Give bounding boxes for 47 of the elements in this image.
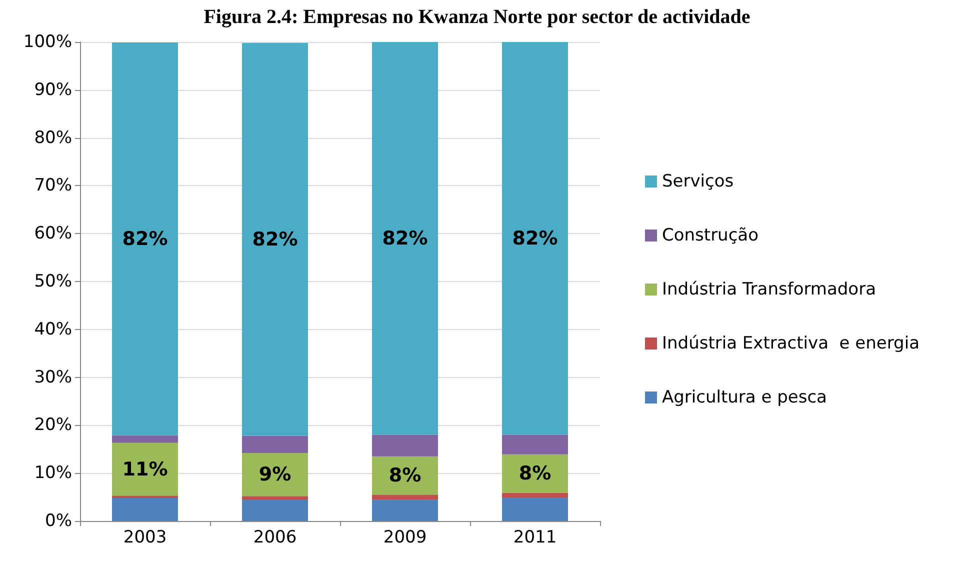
x-tick-label: 2006 (253, 528, 297, 548)
bar (112, 442, 178, 496)
bar (372, 434, 438, 456)
y-tick-label: 20% (34, 415, 72, 436)
x-tick-label: 2009 (383, 528, 427, 548)
bar (502, 42, 568, 435)
bar (112, 496, 178, 498)
legend-label: Agricultura e pesca (662, 388, 827, 408)
bar (112, 498, 178, 521)
bar (242, 496, 308, 500)
x-tick-label: 2003 (123, 528, 167, 548)
legend-label: Construção (662, 226, 758, 246)
bar (242, 499, 308, 521)
legend-label: Indústria Transformadora (662, 280, 876, 300)
bar (242, 436, 308, 453)
y-tick-label: 10% (34, 463, 72, 484)
y-tick-label: 80% (34, 128, 72, 148)
data-label: 11% (122, 458, 168, 480)
legend-label: Serviços (662, 172, 734, 192)
y-tick-label: 50% (34, 272, 72, 292)
bar (502, 498, 568, 521)
x-tick-label: 2011 (513, 528, 557, 548)
y-tick-label: 100% (23, 32, 72, 52)
data-label: 9% (258, 464, 292, 486)
bar (372, 42, 438, 435)
bar (502, 492, 568, 498)
data-label: 8% (518, 462, 552, 485)
legend-label: Indústria Extractiva e energia (662, 334, 920, 354)
bar (112, 435, 178, 443)
data-label: 82% (382, 227, 428, 250)
chart-title: Figura 2.4: Empresas no Kwanza Norte por sector de actividade (204, 6, 750, 28)
bar (372, 494, 438, 500)
y-tick-label: 70% (34, 176, 72, 196)
bar (112, 42, 178, 436)
data-label: 82% (512, 227, 558, 250)
y-tick-label: 40% (34, 319, 72, 340)
bar (242, 42, 308, 436)
bar (372, 500, 438, 521)
bar (242, 452, 308, 496)
data-label: 82% (122, 228, 168, 250)
data-label: 8% (388, 464, 422, 486)
y-tick-label: 0% (45, 511, 72, 531)
y-tick-label: 30% (34, 367, 72, 388)
y-tick-label: 90% (34, 80, 72, 100)
bar (502, 434, 568, 454)
data-label: 82% (252, 228, 298, 250)
y-tick-label: 60% (34, 224, 72, 244)
